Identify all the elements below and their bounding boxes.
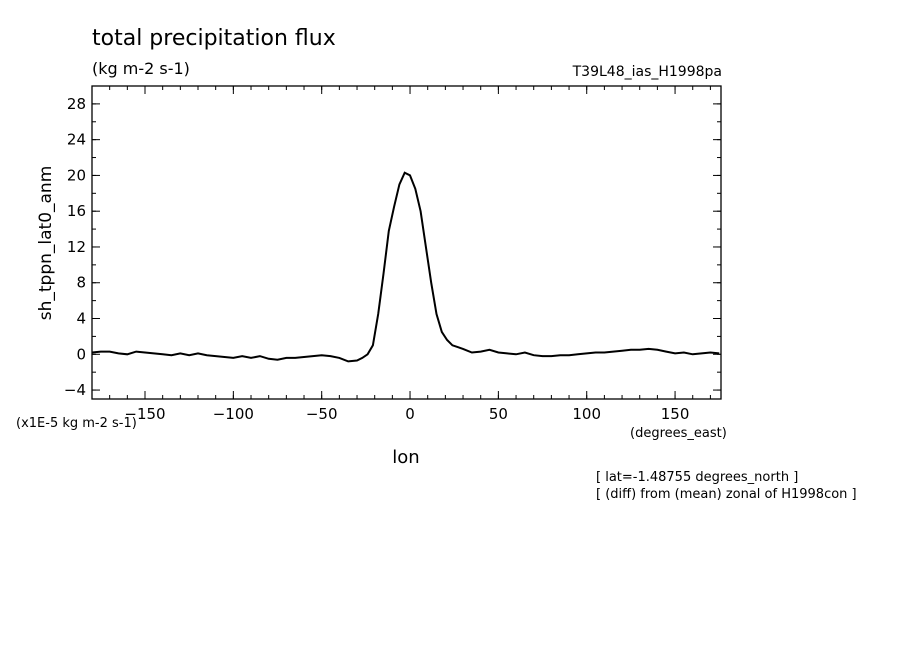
x-units-label: (degrees_east) — [630, 426, 727, 441]
units-label: (kg m-2 s-1) — [92, 59, 190, 78]
y-tick-label: 20 — [67, 166, 86, 184]
y-tick-label: 0 — [76, 345, 86, 363]
x-tick-label: 50 — [489, 405, 508, 423]
plot-frame — [91, 85, 722, 400]
x-tick-label: −50 — [306, 405, 338, 423]
tick-labels: −150 −100 −50 0 50 100 150 −4 0 4 8 12 16 20 24 28 — [64, 95, 690, 423]
x-tick-label: −100 — [213, 405, 254, 423]
y-tick-label: 28 — [67, 95, 86, 113]
y-axis-label: sh_tppn_lat0_anm — [36, 166, 56, 321]
y-tick-label: 8 — [76, 274, 86, 292]
y-tick-label: 16 — [67, 202, 86, 220]
note-latitude: [ lat=-1.48755 degrees_north ] — [596, 470, 798, 485]
ticks — [92, 86, 721, 399]
series-line — [91, 171, 720, 363]
y-tick-label: −4 — [64, 381, 86, 399]
experiment-label: T39L48_ias_H1998pa — [572, 64, 722, 80]
x-axis-label: lon — [392, 447, 419, 468]
chart-title: total precipitation flux — [92, 26, 336, 51]
y-tick-label: 24 — [67, 131, 86, 149]
note-diff: [ (diff) from (mean) zonal of H1998con ] — [596, 487, 857, 502]
x-tick-label: 100 — [572, 405, 601, 423]
x-tick-label: −150 — [124, 405, 165, 423]
x-tick-label: 0 — [405, 405, 415, 423]
x-tick-label: 150 — [661, 405, 690, 423]
y-tick-label: 4 — [76, 310, 86, 328]
y-tick-label: 12 — [67, 238, 86, 256]
y-scale-label: (x1E-5 kg m-2 s-1) — [16, 416, 137, 431]
